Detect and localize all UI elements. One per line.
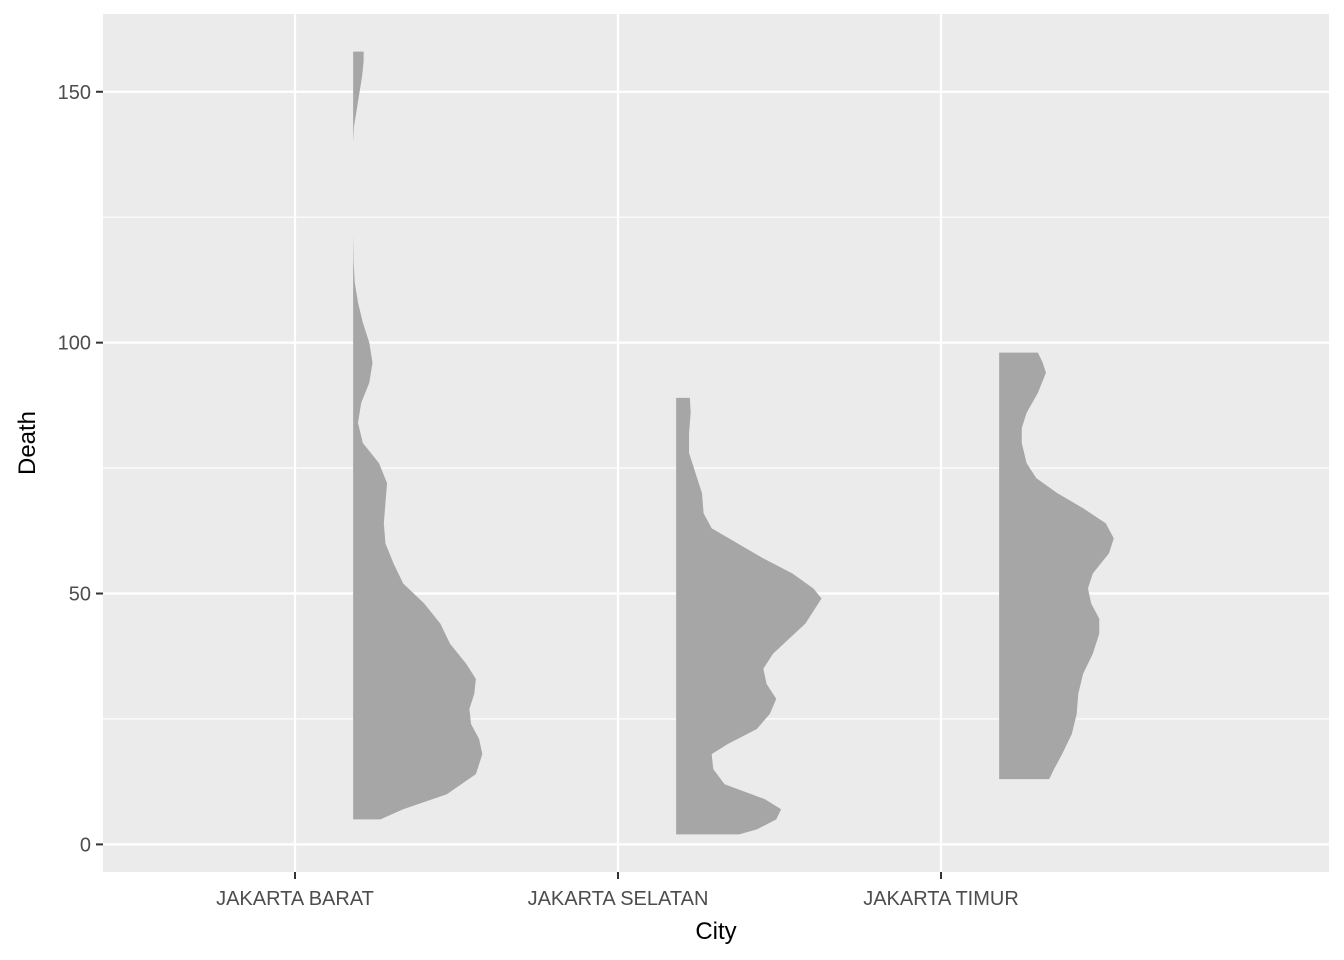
violin-jakarta-barat	[353, 51, 483, 820]
x-axis-title: City	[695, 918, 736, 945]
y-axis: 0 50 100 150	[58, 82, 103, 856]
x-tick-label: JAKARTA SELATAN	[528, 888, 709, 910]
violin-jakarta-timur	[999, 352, 1114, 780]
y-axis-title: Death	[14, 411, 41, 475]
x-axis: JAKARTA BARAT JAKARTA SELATAN JAKARTA TIMU…	[216, 872, 1019, 910]
violins	[353, 51, 1114, 835]
violin-jakarta-selatan	[676, 397, 822, 835]
y-tick-label: 100	[58, 333, 91, 355]
y-tick-label: 0	[80, 834, 91, 856]
y-tick-label: 50	[69, 584, 91, 606]
y-tick-label: 150	[58, 82, 91, 104]
x-tick-label: JAKARTA TIMUR	[863, 888, 1019, 910]
major-gridlines	[103, 14, 1329, 872]
x-tick-label: JAKARTA BARAT	[216, 888, 374, 910]
